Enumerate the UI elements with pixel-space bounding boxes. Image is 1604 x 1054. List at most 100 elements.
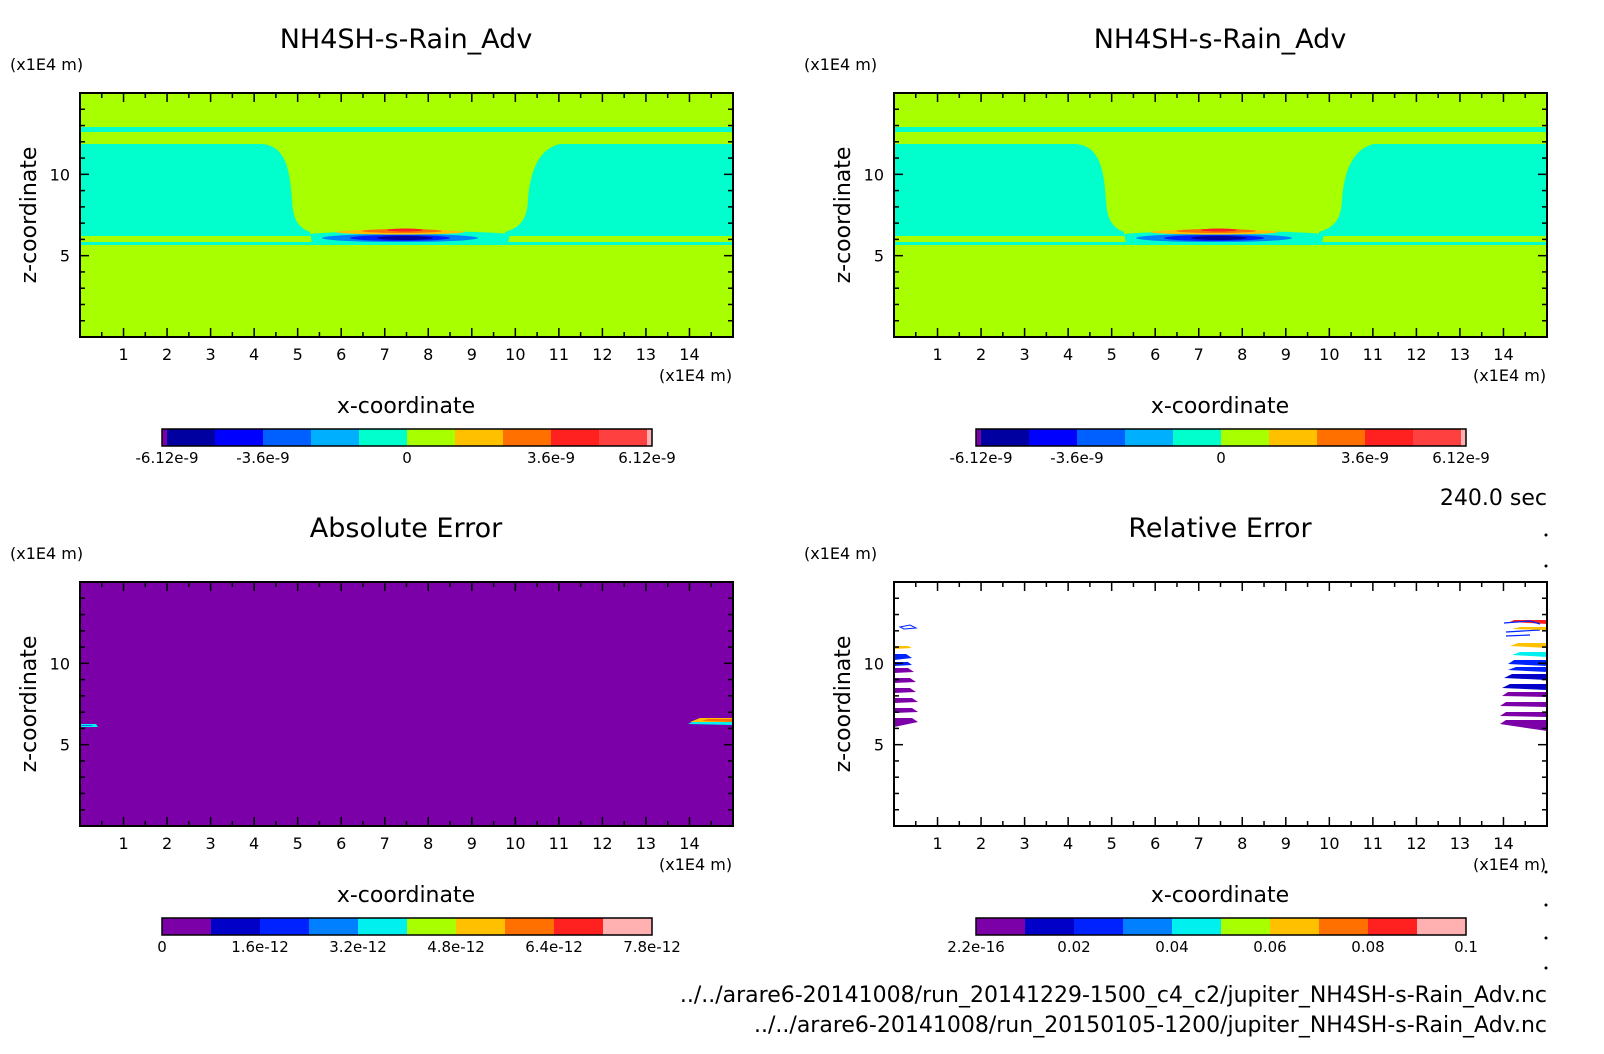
x-tick-label: 8 <box>423 834 433 853</box>
dipole-pos-core <box>387 228 423 232</box>
x-tick-label: 11 <box>549 834 569 853</box>
colorbar-segment <box>1413 429 1462 446</box>
colorbar-segment <box>1417 918 1467 935</box>
panel-title: NH4SH-s-Rain_Adv <box>280 24 533 55</box>
y-tick-label: 10 <box>864 654 884 673</box>
colorbar-label: 3.2e-12 <box>329 938 387 956</box>
colorbar-cap-low <box>976 429 981 446</box>
x-tick-label: 7 <box>380 834 390 853</box>
right-negative-band <box>1319 144 1547 236</box>
colorbar-segment <box>1317 429 1366 446</box>
upper-thin-band <box>894 127 1547 132</box>
colorbar-label: 6.4e-12 <box>525 938 583 956</box>
colorbar: 0 1.6e-12 3.2e-12 4.8e-12 6.4e-12 7.8e-12 <box>157 917 681 956</box>
colorbar-segment <box>1221 918 1271 935</box>
colorbar-segment <box>1221 429 1270 446</box>
colorbar-label: -3.6e-9 <box>1050 449 1103 467</box>
colorbar-label: 6.12e-9 <box>618 449 676 467</box>
x-tick-label: 7 <box>1194 345 1204 364</box>
x-tick-label: 4 <box>249 345 259 364</box>
colorbar-segment <box>1365 429 1414 446</box>
right-edge-error-darkblue <box>1502 674 1547 690</box>
x-tick-label: 6 <box>336 834 346 853</box>
y-unit-label: (x1E4 m) <box>10 55 83 74</box>
colorbar-label: -6.12e-9 <box>136 449 199 467</box>
y-tick-label: 5 <box>874 247 884 266</box>
x-tick-label: 14 <box>1493 834 1513 853</box>
x-tick-label: 13 <box>1450 834 1470 853</box>
x-tick-label: 5 <box>293 345 303 364</box>
left-negative-band <box>894 144 1124 236</box>
colorbar-segment <box>311 429 360 446</box>
x-tick-label: 1 <box>932 834 942 853</box>
y-axis-label: z-coordinate <box>17 147 42 284</box>
error-field <box>80 582 733 826</box>
y-axis-label: z-coordinate <box>17 636 42 773</box>
x-tick-label: 10 <box>505 834 525 853</box>
right-edge-error-purple <box>1500 692 1547 731</box>
y-unit-label: (x1E4 m) <box>10 544 83 563</box>
x-tick-label: 2 <box>162 834 172 853</box>
colorbar-cap-low <box>162 429 167 446</box>
y-tick-label: 10 <box>50 165 70 184</box>
field-plot <box>80 582 733 826</box>
x-tick-label: 11 <box>1363 834 1383 853</box>
right-edge-error-cyan <box>1512 652 1547 657</box>
x-axis-label: x-coordinate <box>337 394 475 419</box>
margin-dots <box>1544 533 1548 970</box>
colorbar-frame <box>161 428 653 447</box>
x-tick-label: 9 <box>1281 345 1291 364</box>
colorbar-segment <box>260 918 310 935</box>
x-tick-label: 5 <box>1107 345 1117 364</box>
panel-bottom-right: Relative Error (x1E4 m) 1 2 3 4 5 6 7 8 9 10 11 12 1… <box>804 513 1548 956</box>
x-tick-label: 12 <box>1406 345 1426 364</box>
x-tick-label: 9 <box>467 834 477 853</box>
x-tick-label: 11 <box>1363 345 1383 364</box>
x-tick-label: 10 <box>505 345 525 364</box>
colorbar-segment <box>551 429 600 446</box>
colorbar-segment <box>1172 918 1222 935</box>
x-tick-label: 13 <box>1450 345 1470 364</box>
x-tick-label: 9 <box>1281 834 1291 853</box>
colorbar-segment <box>981 429 1030 446</box>
x-unit-label: (x1E4 m) <box>1473 366 1546 385</box>
y-unit-label: (x1E4 m) <box>804 544 877 563</box>
colorbar-label: 4.8e-12 <box>427 938 485 956</box>
panel-top-right: NH4SH-s-Rain_Adv (x1E4 m) 1 2 3 4 5 6 7 8 9 10 11 1… <box>804 24 1548 467</box>
y-tick-label: 5 <box>60 736 70 755</box>
x-unit-label: (x1E4 m) <box>659 855 732 874</box>
x-tick-label: 9 <box>467 345 477 364</box>
lower-thin-band <box>80 242 733 245</box>
x-tick-label: 14 <box>679 345 699 364</box>
error-field <box>894 582 1547 826</box>
x-axis-label: x-coordinate <box>1151 394 1289 419</box>
y-tick-label: 10 <box>50 654 70 673</box>
colorbar-segment <box>603 918 653 935</box>
colorbar-label: 0.1 <box>1454 938 1478 956</box>
colorbar-label: 7.8e-12 <box>623 938 681 956</box>
lower-thin-band <box>894 242 1547 245</box>
colorbar: -6.12e-9 -3.6e-9 0 3.6e-9 6.12e-9 <box>136 428 676 467</box>
x-tick-label: 12 <box>592 834 612 853</box>
colorbar-segment <box>1269 429 1318 446</box>
x-axis-label: x-coordinate <box>1151 883 1289 908</box>
colorbar-segment <box>1319 918 1369 935</box>
colorbar-label: 0 <box>157 938 167 956</box>
right-edge-error-low <box>688 722 733 725</box>
x-tick-label: 1 <box>118 345 128 364</box>
colorbar-segment <box>1123 918 1173 935</box>
x-tick-label: 2 <box>976 345 986 364</box>
x-tick-label: 12 <box>592 345 612 364</box>
panel-title: Relative Error <box>1128 513 1312 544</box>
x-tick-label: 3 <box>1020 345 1030 364</box>
colorbar-segment <box>1029 429 1078 446</box>
x-tick-label: 2 <box>162 345 172 364</box>
panel-top-left: NH4SH-s-Rain_Adv (x1E4 m) 1 2 3 4 5 6 7 8 9 10 11 1… <box>10 24 734 467</box>
x-tick-label: 10 <box>1319 834 1339 853</box>
panel-title: Absolute Error <box>310 513 503 544</box>
